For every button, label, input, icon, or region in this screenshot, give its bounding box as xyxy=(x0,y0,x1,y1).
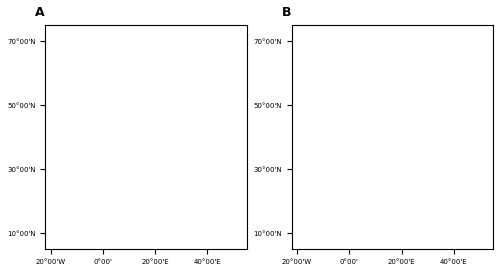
Text: A: A xyxy=(35,6,45,19)
Text: B: B xyxy=(282,6,292,19)
